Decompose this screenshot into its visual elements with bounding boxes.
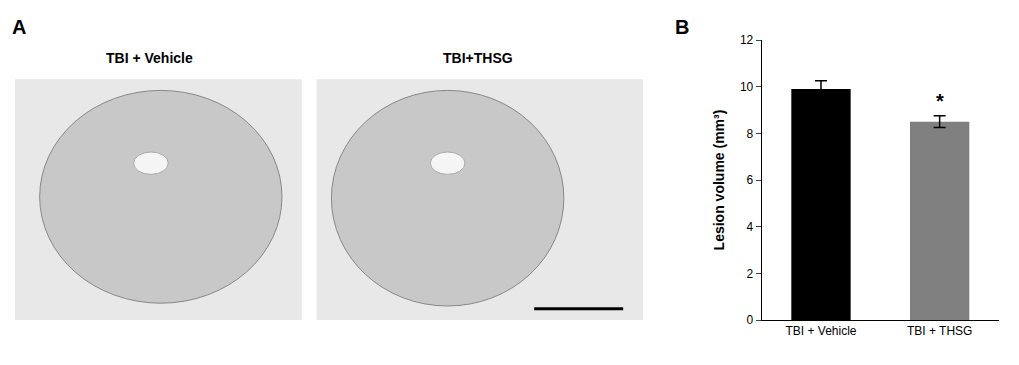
svg-text:TBI+THSG: TBI+THSG [443, 50, 513, 66]
svg-text:*: * [936, 90, 944, 112]
svg-text:0: 0 [747, 313, 754, 327]
svg-text:B: B [675, 16, 689, 38]
svg-text:12: 12 [740, 33, 754, 47]
svg-text:4: 4 [747, 220, 754, 234]
svg-text:2: 2 [747, 267, 754, 281]
svg-text:TBI + THSG: TBI + THSG [907, 324, 972, 338]
svg-text:A: A [12, 16, 26, 38]
svg-text:10: 10 [740, 80, 754, 94]
svg-text:Lesion volume (mm³): Lesion volume (mm³) [711, 110, 727, 251]
svg-text:6: 6 [747, 173, 754, 187]
svg-text:8: 8 [747, 127, 754, 141]
svg-text:TBI + Vehicle: TBI + Vehicle [785, 324, 856, 338]
svg-text:TBI + Vehicle: TBI + Vehicle [106, 50, 193, 66]
